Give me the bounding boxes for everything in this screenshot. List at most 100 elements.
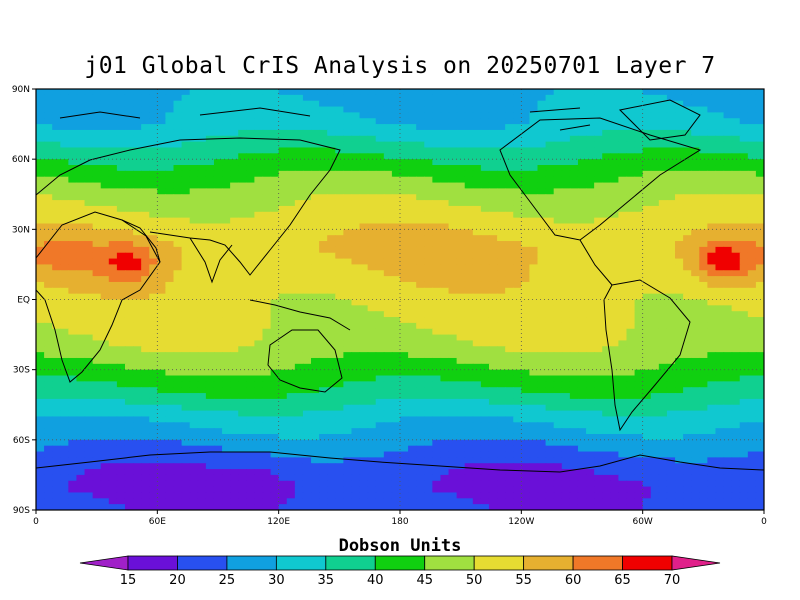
field-cell bbox=[675, 281, 684, 289]
field-cell bbox=[213, 346, 223, 353]
field-cell bbox=[383, 305, 393, 312]
field-cell bbox=[197, 258, 207, 266]
field-cell bbox=[84, 375, 94, 382]
field-cell bbox=[553, 299, 563, 306]
field-cell bbox=[254, 393, 264, 400]
field-cell bbox=[521, 205, 531, 213]
field-cell bbox=[480, 200, 490, 207]
field-cell bbox=[84, 281, 94, 289]
field-cell bbox=[707, 194, 717, 201]
field-cell bbox=[747, 393, 757, 400]
field-cell bbox=[683, 112, 692, 119]
field-cell bbox=[133, 200, 142, 207]
field-cell bbox=[189, 129, 199, 137]
field-cell bbox=[302, 129, 312, 137]
field-cell bbox=[391, 287, 401, 295]
field-cell bbox=[642, 211, 652, 219]
field-cell bbox=[230, 381, 239, 388]
field-cell bbox=[440, 322, 450, 330]
field-cell bbox=[108, 118, 118, 125]
field-cell bbox=[181, 352, 191, 359]
field-cell bbox=[181, 176, 191, 184]
field-cell bbox=[213, 410, 223, 418]
field-cell bbox=[626, 258, 636, 266]
field-cell bbox=[189, 264, 199, 271]
field-cell bbox=[181, 205, 191, 213]
field-cell bbox=[92, 118, 102, 125]
field-cell bbox=[116, 346, 126, 353]
field-cell bbox=[327, 281, 336, 289]
field-cell bbox=[84, 170, 94, 178]
field-cell bbox=[634, 369, 644, 377]
field-cell bbox=[286, 346, 296, 353]
field-cell bbox=[44, 159, 53, 166]
field-cell bbox=[464, 387, 474, 394]
field-cell bbox=[157, 404, 167, 412]
field-cell bbox=[108, 182, 118, 190]
field-cell bbox=[205, 299, 215, 306]
field-cell bbox=[529, 264, 539, 271]
field-cell bbox=[642, 357, 652, 365]
field-cell bbox=[133, 229, 142, 236]
field-cell bbox=[262, 404, 272, 412]
field-cell bbox=[424, 153, 433, 160]
field-cell bbox=[141, 346, 150, 353]
field-cell bbox=[488, 229, 498, 236]
field-cell bbox=[278, 352, 288, 359]
field-cell bbox=[230, 124, 239, 131]
field-cell bbox=[222, 410, 231, 418]
field-cell bbox=[723, 147, 733, 154]
field-cell bbox=[367, 246, 377, 254]
field-cell bbox=[699, 188, 708, 195]
field-cell bbox=[675, 182, 684, 190]
field-cell bbox=[351, 381, 361, 388]
field-cell bbox=[383, 141, 393, 149]
field-cell bbox=[739, 270, 749, 277]
field-cell bbox=[529, 147, 539, 154]
field-cell bbox=[707, 223, 717, 230]
field-cell bbox=[173, 205, 183, 213]
field-cell bbox=[319, 159, 328, 166]
field-cell bbox=[149, 393, 158, 400]
field-cell bbox=[529, 129, 539, 137]
field-cell bbox=[262, 352, 272, 359]
field-cell bbox=[602, 118, 611, 125]
field-cell bbox=[488, 252, 498, 260]
field-cell bbox=[723, 159, 733, 166]
field-cell bbox=[650, 346, 660, 353]
field-cell bbox=[699, 328, 708, 336]
field-cell bbox=[456, 264, 466, 271]
field-cell bbox=[116, 241, 126, 248]
field-cell bbox=[335, 205, 344, 213]
field-cell bbox=[755, 322, 764, 330]
field-cell bbox=[270, 252, 280, 260]
field-cell bbox=[92, 393, 102, 400]
field-cell bbox=[359, 252, 369, 260]
field-cell bbox=[440, 188, 450, 195]
field-cell bbox=[375, 118, 385, 125]
field-cell bbox=[723, 124, 733, 131]
field-cell bbox=[311, 334, 320, 342]
field-cell bbox=[537, 264, 547, 271]
field-cell bbox=[715, 281, 725, 289]
field-cell bbox=[246, 299, 255, 306]
field-cell bbox=[545, 264, 555, 271]
field-cell bbox=[408, 165, 417, 172]
field-cell bbox=[521, 106, 531, 113]
field-cell bbox=[343, 311, 353, 318]
field-cell bbox=[561, 211, 571, 219]
field-cell bbox=[739, 258, 749, 266]
field-cell bbox=[537, 276, 547, 283]
field-cell bbox=[133, 100, 142, 108]
field-cell bbox=[383, 246, 393, 254]
field-cell bbox=[634, 258, 644, 266]
field-cell bbox=[448, 311, 458, 318]
field-cell bbox=[246, 363, 255, 371]
field-cell bbox=[650, 188, 660, 195]
field-cell bbox=[424, 100, 433, 108]
field-cell bbox=[367, 281, 377, 289]
field-cell bbox=[197, 182, 207, 190]
field-cell bbox=[100, 293, 110, 301]
field-cell bbox=[222, 340, 231, 347]
field-cell bbox=[577, 135, 587, 143]
